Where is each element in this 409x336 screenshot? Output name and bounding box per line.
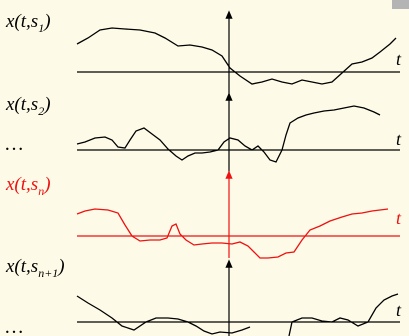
sample-path-n <box>76 208 389 259</box>
realization-label-n-plus-1: x(t,sn+1) <box>5 256 65 280</box>
realization-row-n-plus-1: x(t,sn+1) … t <box>4 256 402 336</box>
realization-row-1: x(t,s1) t <box>5 10 402 96</box>
sample-path-n-plus-1 <box>76 295 251 335</box>
sample-path-1 <box>76 27 397 85</box>
realization-row-2: x(t,s2) … t <box>4 92 402 172</box>
realization-label-2: x(t,s2) <box>5 94 51 118</box>
corner-tab <box>392 0 409 9</box>
time-axis-label-1: t <box>396 49 402 69</box>
time-axis-label-2: t <box>396 129 402 149</box>
ellipsis-2: … <box>4 133 24 155</box>
realization-label-n: x(t,sn) <box>5 174 51 198</box>
realization-row-n: x(t,sn) t <box>5 170 402 259</box>
time-axis-label-n-plus-1: t <box>396 300 402 320</box>
sample-path-2 <box>76 105 381 163</box>
time-axis-label-n: t <box>396 208 402 228</box>
sample-path-n-plus-1-tail <box>288 293 399 336</box>
realization-label-1: x(t,s1) <box>5 11 51 35</box>
ellipsis-4: … <box>4 316 24 336</box>
